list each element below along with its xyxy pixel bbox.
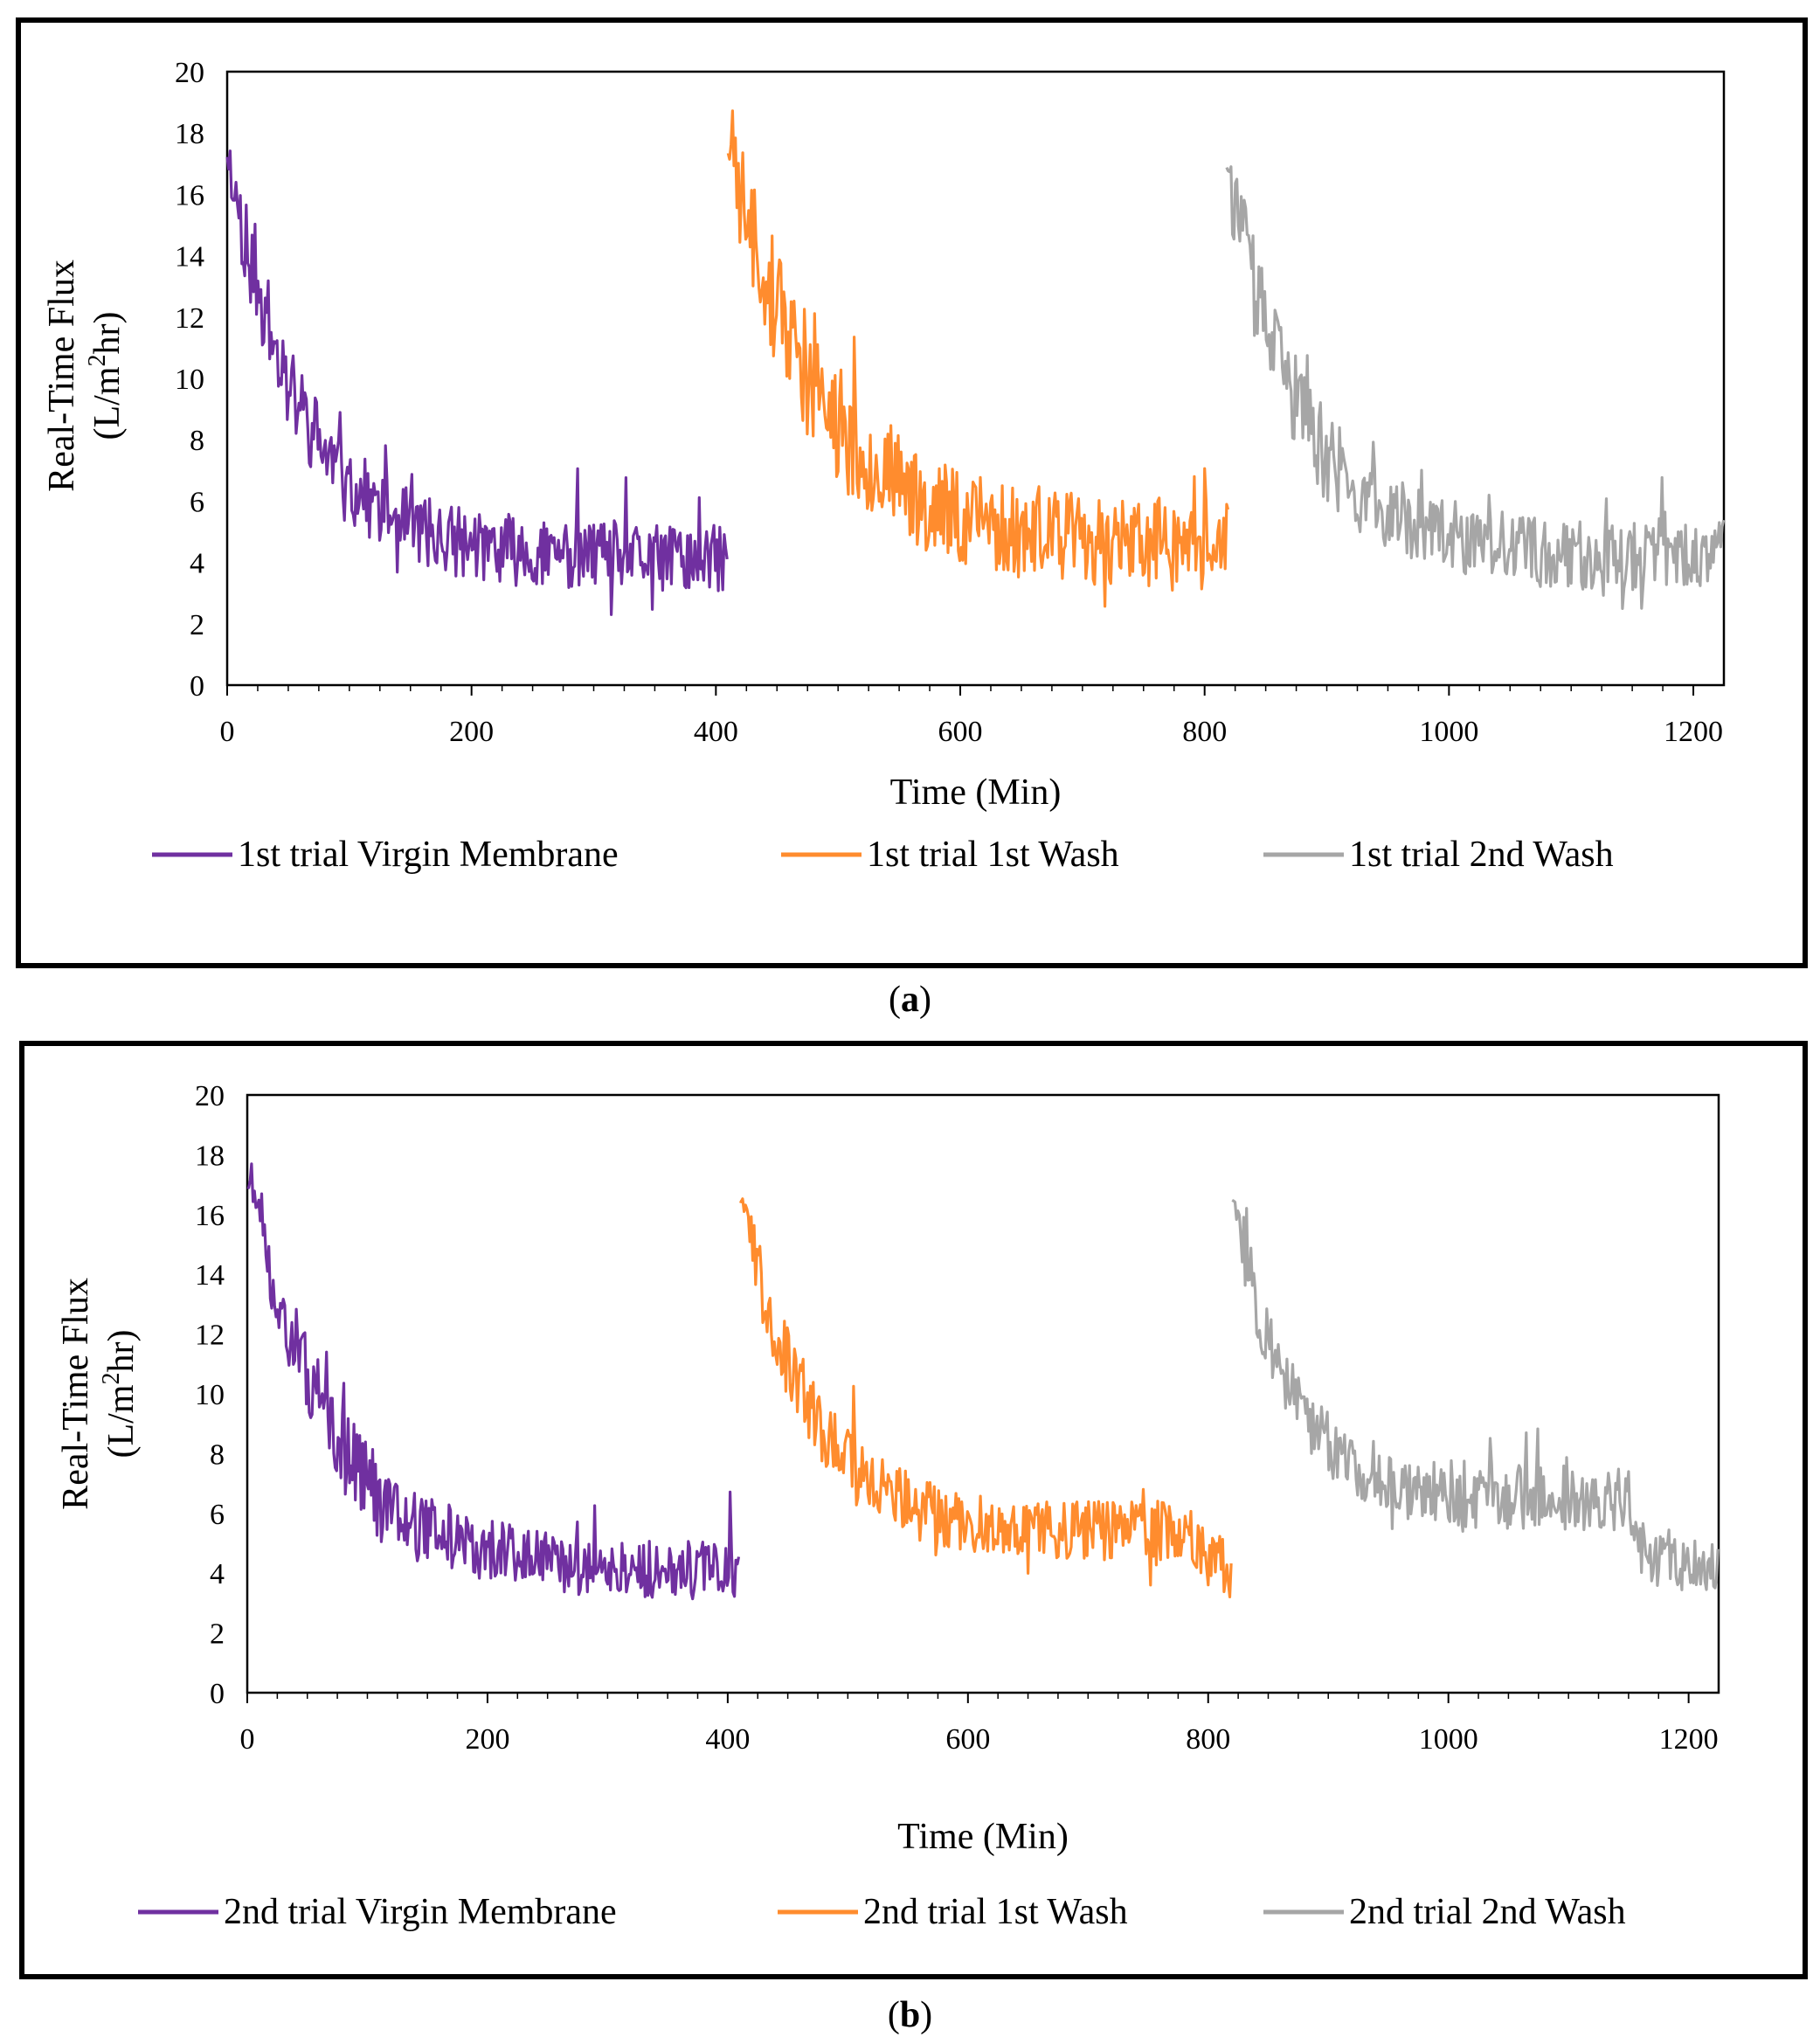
y-tick-label: 12 [195, 1320, 225, 1352]
legend-label-3: 1st trial 2nd Wash [1349, 835, 1614, 875]
legend-label-1: 1st trial Virgin Membrane [238, 835, 619, 875]
chart-panel-b: 0 2 4 6 8 10 12 14 16 18 20 0 200 400 600 800 1000 1200 Ti… [19, 1041, 1808, 1979]
x-tick-label: 400 [694, 716, 738, 748]
y-tick-label: 16 [195, 1200, 225, 1232]
plot-area-frame [246, 1093, 1720, 1694]
y-tick-label: 20 [175, 57, 204, 89]
y-tick-label: 14 [195, 1259, 225, 1292]
legend-label-1: 2nd trial Virgin Membrane [224, 1892, 617, 1932]
y-axis-label-line1: Real-Time Flux [42, 260, 82, 492]
x-tick-label: 200 [449, 716, 494, 748]
x-axis-label: Time (Min) [897, 1817, 1069, 1857]
y-tick-label: 10 [175, 364, 204, 396]
x-tick-label: 1000 [1419, 1723, 1478, 1756]
x-tick-label: 600 [945, 1723, 990, 1756]
caption-a: (a) [889, 980, 931, 1020]
x-tick-label: 1200 [1664, 716, 1723, 748]
y-tick-label: 0 [190, 670, 204, 703]
series-line-2 [726, 109, 1230, 608]
y-tick-label: 4 [190, 548, 204, 580]
series-line-1 [225, 149, 729, 616]
y-tick-label: 2 [210, 1618, 225, 1651]
legend-label-2: 2nd trial 1st Wash [863, 1892, 1128, 1932]
y-tick-label: 12 [175, 302, 204, 335]
y-tick-label: 6 [190, 486, 204, 518]
x-tick-label: 800 [1182, 716, 1227, 748]
y-tick-label: 4 [210, 1558, 225, 1590]
x-tick-label: 1000 [1419, 716, 1478, 748]
legend-label-2: 1st trial 1st Wash [867, 835, 1119, 875]
chart-panel-a: 0 2 4 6 8 10 12 14 16 18 20 0 200 400 600 800 1000 1200 Ti… [16, 17, 1808, 968]
plot-area-frame [225, 70, 1726, 687]
y-tick-label: 18 [175, 118, 204, 150]
x-tick-label: 400 [705, 1723, 750, 1756]
x-tick-label: 0 [240, 1723, 255, 1756]
y-tick-label: 18 [195, 1140, 225, 1172]
y-axis-label-line1: Real-Time Flux [56, 1278, 96, 1510]
y-tick-label: 10 [195, 1379, 225, 1411]
y-tick-label: 2 [190, 609, 204, 641]
y-tick-label: 0 [210, 1678, 225, 1710]
y-tick-label: 16 [175, 179, 204, 211]
x-tick-label: 1200 [1659, 1723, 1719, 1756]
y-axis-label-line2: (L/m2hr) [84, 312, 128, 440]
y-tick-label: 20 [195, 1080, 225, 1112]
x-tick-label: 600 [938, 716, 983, 748]
legend-label-3: 2nd trial 2nd Wash [1349, 1892, 1626, 1932]
y-tick-label: 14 [175, 241, 204, 274]
series-line-3 [1225, 165, 1726, 610]
x-tick-label: 0 [220, 716, 235, 748]
x-axis-label: Time (Min) [890, 773, 1062, 813]
y-axis-label-line2: (L/m2hr) [98, 1330, 142, 1459]
y-tick-label: 8 [190, 425, 204, 457]
series-line-3 [1231, 1198, 1720, 1591]
y-tick-label: 8 [210, 1438, 225, 1471]
x-tick-label: 200 [465, 1723, 509, 1756]
caption-b: (b) [887, 1995, 933, 2035]
y-tick-label: 6 [210, 1499, 225, 1531]
series-line-1 [246, 1162, 741, 1601]
series-line-2 [738, 1197, 1233, 1598]
x-tick-label: 800 [1186, 1723, 1230, 1756]
